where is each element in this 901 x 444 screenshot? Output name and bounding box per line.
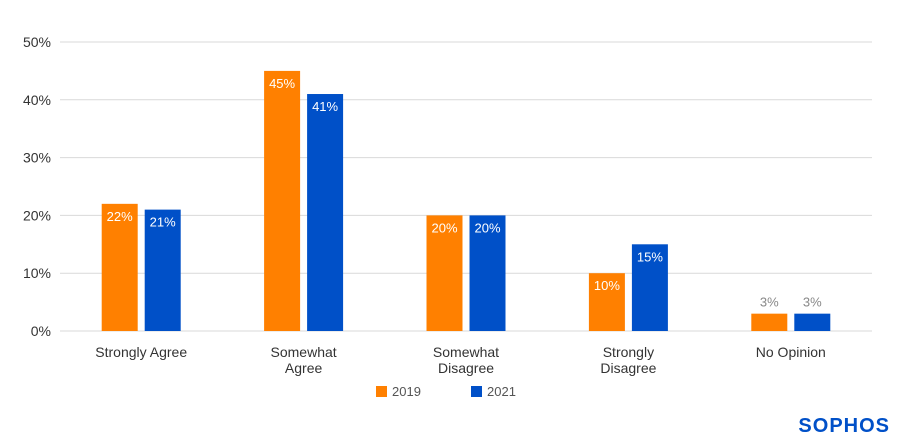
legend: 2019 2021 — [376, 384, 516, 399]
y-tick-label: 10% — [23, 265, 51, 281]
legend-label: 2021 — [487, 384, 516, 399]
data-labels: 22% 21% 45% 41% 20% 20% 10% 15% 3% 3% — [107, 76, 822, 310]
x-tick-label: Strongly Agree — [95, 344, 187, 360]
x-tick-label: Strongly — [603, 344, 654, 360]
data-label: 3% — [803, 295, 822, 310]
gridlines — [60, 41, 872, 332]
bar-2019 — [426, 215, 463, 331]
legend-label: 2019 — [392, 384, 421, 399]
bar-2021 — [144, 209, 181, 331]
bar-2021 — [307, 94, 344, 332]
y-tick-label: 40% — [23, 92, 51, 108]
bar-2019 — [588, 273, 625, 331]
data-label: 21% — [150, 215, 176, 230]
data-label: 20% — [474, 220, 500, 235]
y-tick-label: 50% — [23, 34, 51, 50]
x-axis: Strongly Agree SomewhatAgreeSomewhatDisag… — [95, 344, 826, 376]
bar-2021 — [631, 244, 668, 331]
x-tick-label: Disagree — [438, 360, 494, 376]
data-label: 20% — [431, 220, 457, 235]
legend-swatch-2019 — [376, 386, 387, 397]
data-label: 22% — [107, 209, 133, 224]
x-tick-label: Agree — [285, 360, 323, 376]
data-label: 45% — [269, 76, 295, 91]
y-tick-label: 20% — [23, 207, 51, 223]
data-label: 3% — [760, 295, 779, 310]
bar-2021 — [794, 313, 831, 331]
x-tick-label: No Opinion — [756, 344, 826, 360]
data-label: 41% — [312, 99, 338, 114]
bar-2021 — [469, 215, 506, 331]
bars — [101, 70, 831, 332]
data-label: 15% — [637, 249, 663, 264]
bar-2019 — [264, 70, 301, 332]
x-tick-label: Disagree — [600, 360, 656, 376]
x-tick-label: Somewhat — [433, 344, 499, 360]
bar-2019 — [101, 203, 138, 331]
y-tick-label: 30% — [23, 150, 51, 166]
data-label: 10% — [594, 278, 620, 293]
bar-2019 — [751, 313, 788, 331]
sophos-logo: SOPHOS — [798, 415, 890, 437]
y-axis: 0% 10% 20% 30% 40% 50% — [23, 34, 51, 339]
legend-swatch-2021 — [471, 386, 482, 397]
x-tick-label: Somewhat — [271, 344, 337, 360]
y-tick-label: 0% — [31, 323, 51, 339]
